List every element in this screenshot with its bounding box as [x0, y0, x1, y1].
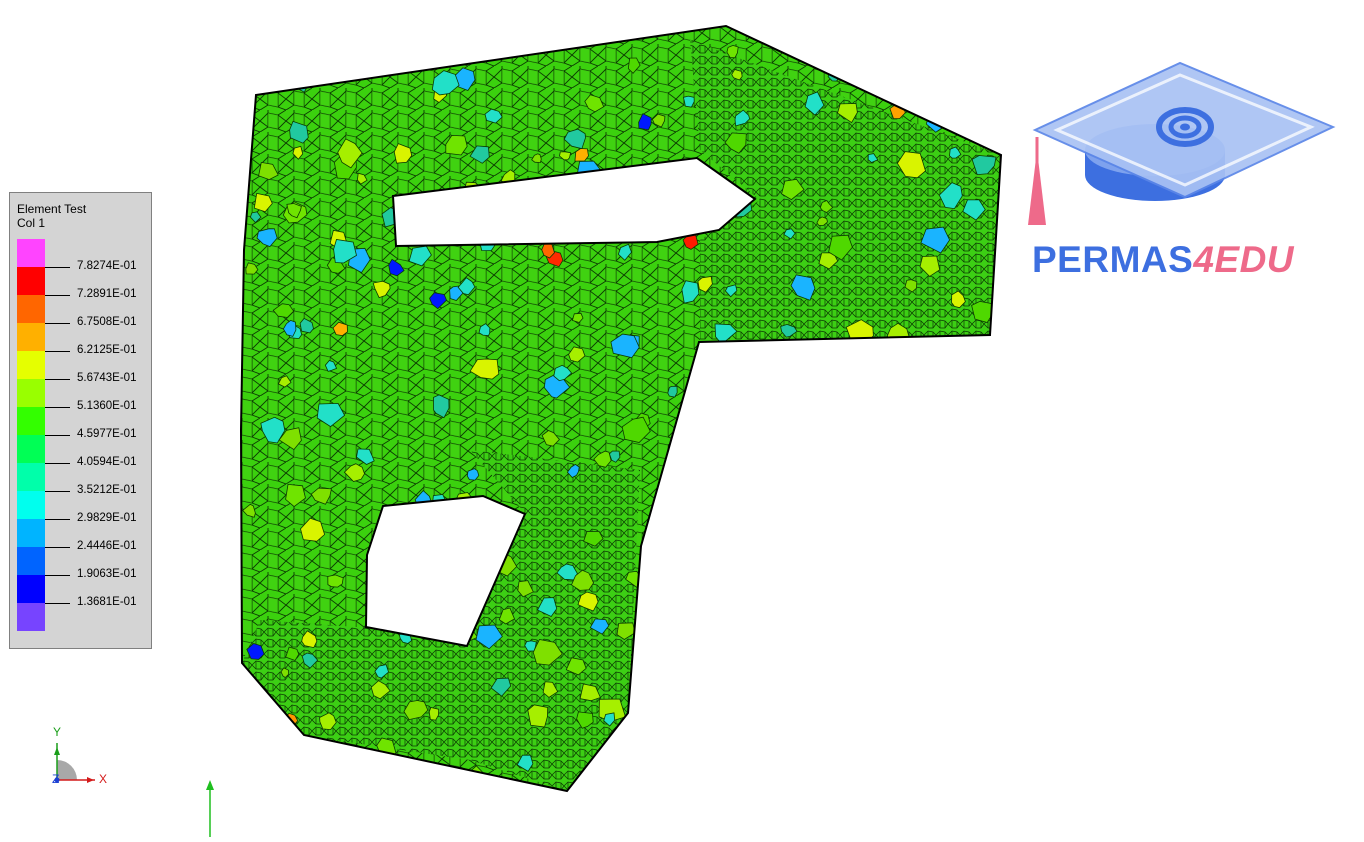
z-axis-label: Z: [52, 772, 60, 786]
upper-hole: [391, 156, 757, 248]
legend-swatch: [17, 407, 45, 435]
legend-tick: [45, 379, 70, 380]
legend-swatch: [17, 435, 45, 463]
legend-tick: [45, 603, 70, 604]
axis-triad: Y X Z: [40, 725, 120, 795]
legend-swatch: [17, 295, 45, 323]
legend-tick: [45, 267, 70, 268]
legend-tick: [45, 407, 70, 408]
legend-value-label: 1.9063E-01: [77, 568, 137, 580]
legend-swatch: [17, 379, 45, 407]
legend-swatch: [17, 519, 45, 547]
legend-value-label: 6.7508E-01: [77, 316, 137, 328]
logo-wordmark: PERMAS4EDU: [1032, 238, 1294, 282]
lower-hole: [364, 494, 527, 648]
legend-value-label: 7.8274E-01: [77, 260, 137, 272]
legend-swatch: [17, 351, 45, 379]
legend-title: Element Test: [17, 202, 87, 216]
z-axis-dot: [54, 777, 60, 783]
legend-tick: [45, 295, 70, 296]
legend-value-label: 3.5212E-01: [77, 484, 137, 496]
legend-value-label: 5.1360E-01: [77, 400, 137, 412]
permas4edu-logo: [1015, 55, 1345, 290]
legend-value-label: 2.4446E-01: [77, 540, 137, 552]
legend-swatch: [17, 267, 45, 295]
graduation-cap-icon: [1028, 61, 1336, 225]
legend-tick: [45, 547, 70, 548]
legend-tick: [45, 575, 70, 576]
y-axis-label: Y: [53, 725, 62, 739]
origin-marker-icon: [206, 780, 214, 837]
legend-value-label: 1.3681E-01: [77, 596, 137, 608]
logo-text-permas: PERMAS: [1032, 239, 1194, 280]
legend-swatch: [17, 603, 45, 631]
legend-tick: [45, 491, 70, 492]
legend-value-label: 2.9829E-01: [77, 512, 137, 524]
legend-value-label: 4.0594E-01: [77, 456, 137, 468]
legend-swatch: [17, 323, 45, 351]
legend-value-label: 5.6743E-01: [77, 372, 137, 384]
legend-value-label: 4.5977E-01: [77, 428, 137, 440]
legend-swatch: [17, 491, 45, 519]
legend-swatch: [17, 575, 45, 603]
color-legend: Element Test Col 1 7.8274E-01 7.2891E-01 6…: [9, 192, 152, 649]
logo-text-4edu: 4EDU: [1193, 239, 1295, 280]
legend-tick: [45, 463, 70, 464]
triad-quadrant: [57, 760, 77, 780]
x-axis-label: X: [99, 772, 108, 786]
legend-value-label: 7.2891E-01: [77, 288, 137, 300]
legend-swatch: [17, 239, 45, 267]
legend-swatch: [17, 547, 45, 575]
legend-subtitle: Col 1: [17, 216, 46, 230]
legend-value-label: 6.2125E-01: [77, 344, 137, 356]
legend-tick: [45, 435, 70, 436]
legend-swatch: [17, 463, 45, 491]
mesh-part[interactable]: [239, 24, 1004, 796]
triad-graphic: [54, 743, 95, 783]
legend-tick: [45, 351, 70, 352]
legend-tick: [45, 323, 70, 324]
legend-tick: [45, 519, 70, 520]
